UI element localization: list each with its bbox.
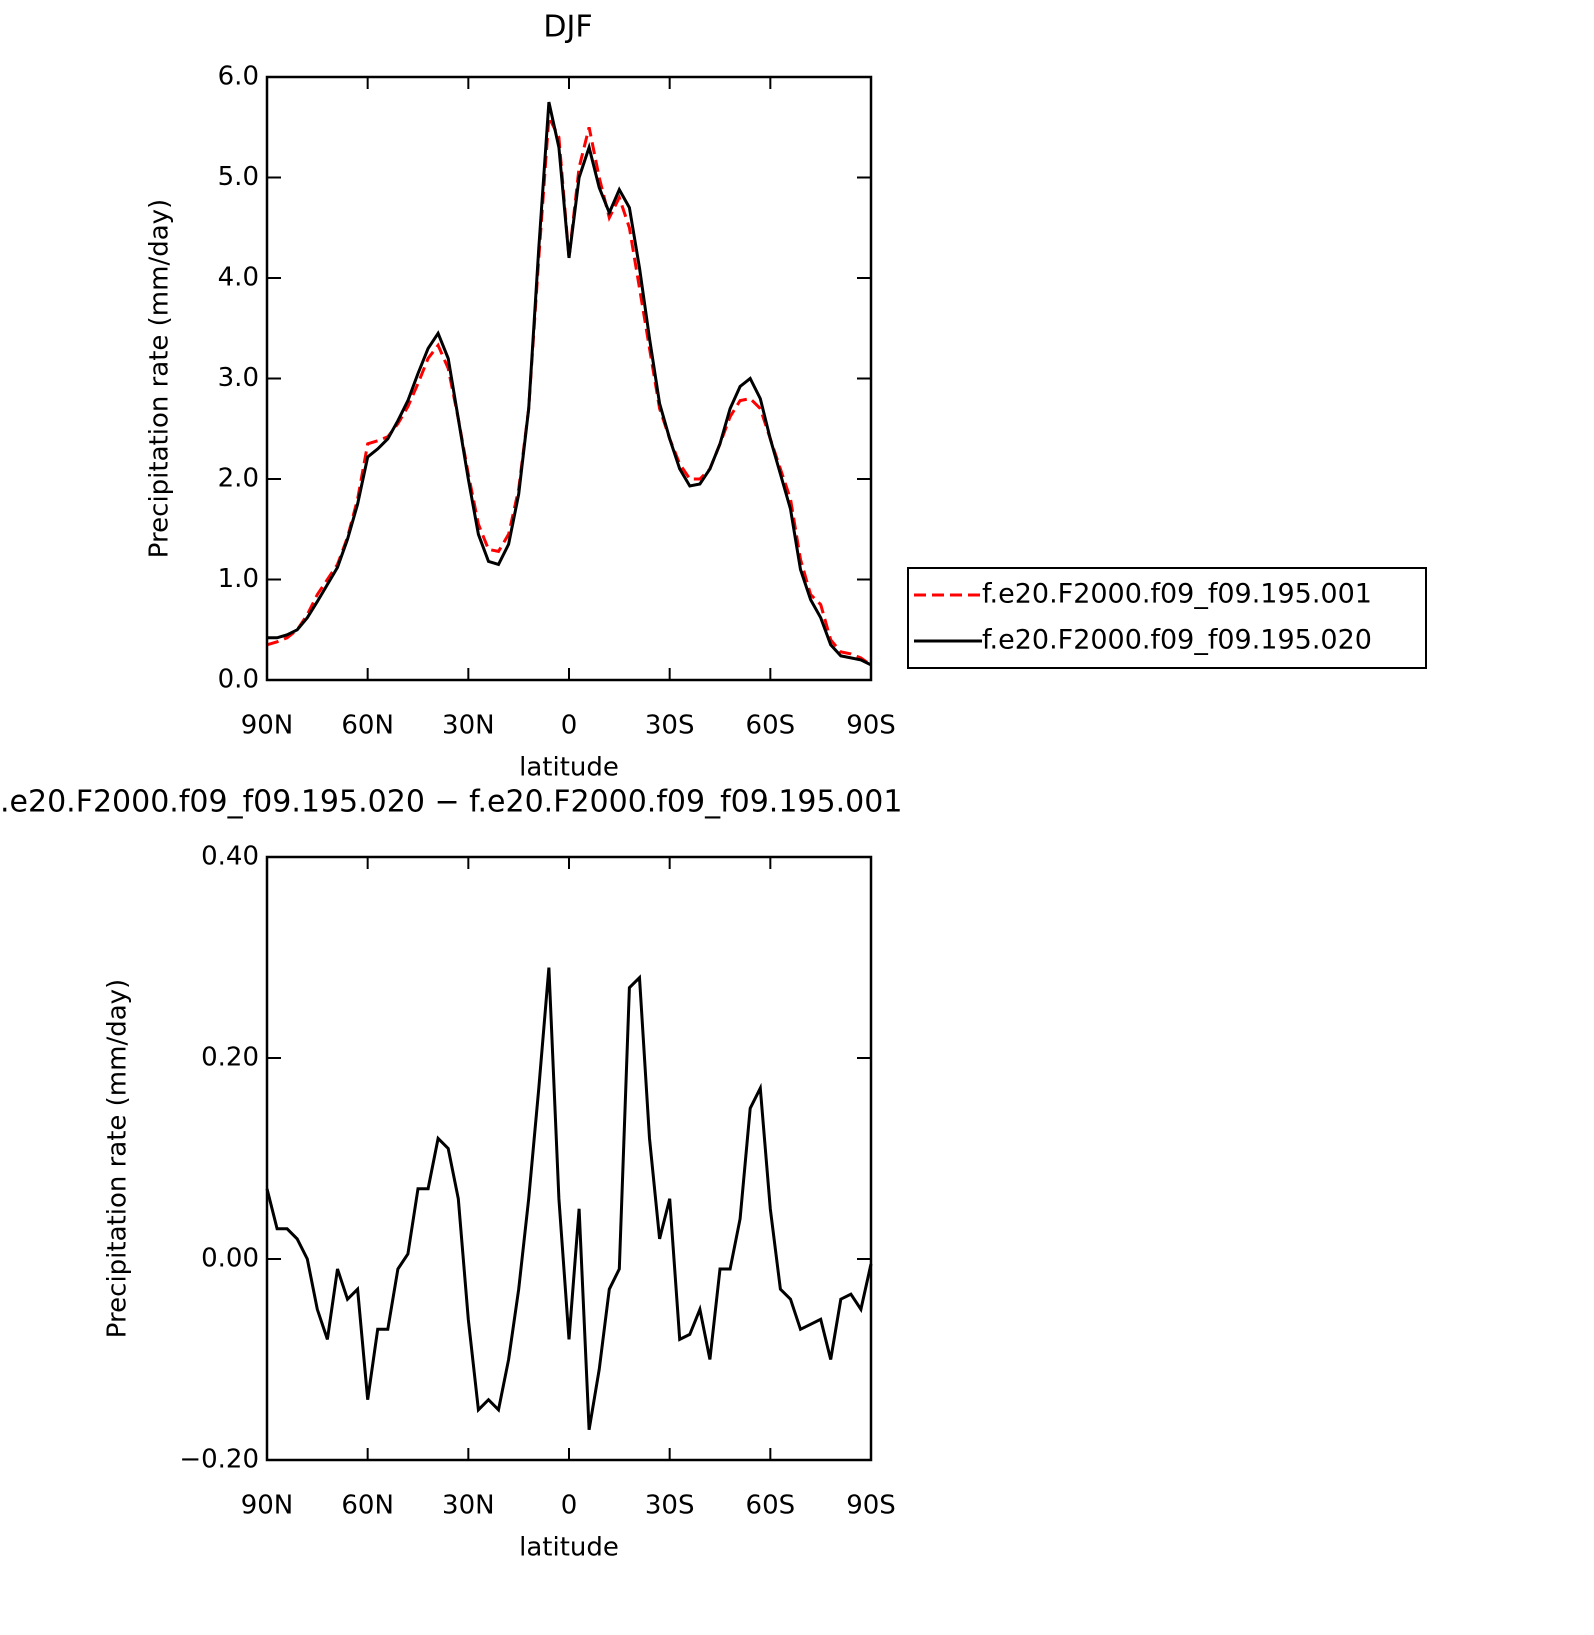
data-line — [267, 101, 872, 667]
x-tick-label: 0 — [561, 1491, 578, 1521]
legend: f.e20.F2000.f09_f09.195.001 f.e20.F2000.f… — [907, 567, 1427, 669]
y-tick-label: 2.0 — [218, 464, 259, 494]
y-tick-label: 0.20 — [201, 1043, 259, 1073]
x-tick-label: 90N — [241, 1491, 294, 1521]
x-tick-label: 30S — [645, 711, 695, 741]
y-tick-label: 3.0 — [218, 363, 259, 393]
plot-frame — [265, 75, 873, 682]
plot-frame — [265, 855, 873, 1462]
x-tick-label: 60N — [341, 711, 394, 741]
data-line — [266, 111, 872, 667]
y-tick-label: 6.0 — [218, 62, 259, 92]
y-axis-label: Precipitation rate (mm/day) — [103, 979, 133, 1338]
y-tick-label: 1.0 — [218, 564, 259, 594]
x-axis-label: latitude — [519, 1533, 619, 1563]
data-line — [265, 967, 873, 1431]
x-tick-label: 30N — [442, 711, 495, 741]
chart-title: DJF — [543, 10, 592, 45]
x-tick-label: 90S — [846, 1491, 896, 1521]
y-tick-label: 0.00 — [201, 1244, 259, 1274]
y-tick-label: −0.20 — [179, 1445, 259, 1475]
y-tick-label: 4.0 — [218, 263, 259, 293]
legend-label: f.e20.F2000.f09_f09.195.020 — [982, 625, 1372, 656]
x-tick-label: 30N — [442, 1491, 495, 1521]
x-tick-label: 60S — [746, 711, 796, 741]
legend-box — [907, 567, 1427, 669]
x-tick-label: 90N — [241, 711, 294, 741]
legend-label: f.e20.F2000.f09_f09.195.001 — [982, 579, 1372, 610]
chart-title: .e20.F2000.f09_f09.195.020 − f.e20.F2000… — [0, 785, 902, 820]
y-tick-label: 0.40 — [201, 842, 259, 872]
x-axis-label: latitude — [519, 753, 619, 783]
x-tick-label: 90S — [846, 711, 896, 741]
x-tick-label: 0 — [561, 711, 578, 741]
x-tick-label: 60S — [746, 1491, 796, 1521]
y-tick-label: 5.0 — [218, 162, 259, 192]
x-tick-label: 60N — [341, 1491, 394, 1521]
y-axis-label: Precipitation rate (mm/day) — [145, 199, 175, 558]
x-tick-label: 30S — [645, 1491, 695, 1521]
y-tick-label: 0.0 — [218, 665, 259, 695]
